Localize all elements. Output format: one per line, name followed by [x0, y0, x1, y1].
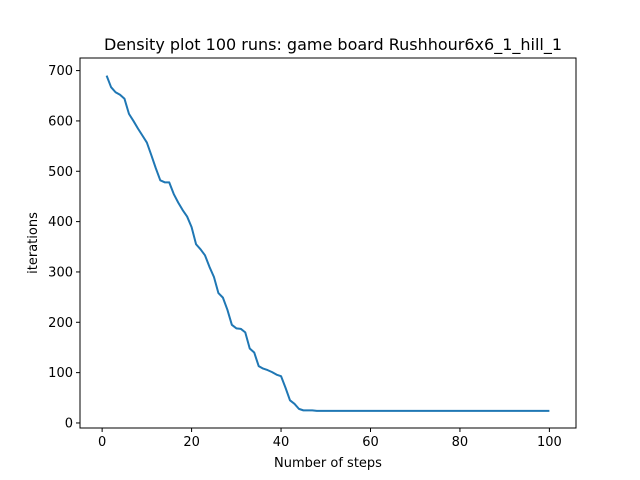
x-tick-label: 40 [273, 435, 290, 450]
y-tick-label: 200 [48, 316, 73, 331]
x-axis-label: Number of steps [274, 456, 382, 471]
y-tick-label: 700 [48, 64, 73, 79]
y-tick-label: 600 [48, 114, 73, 129]
x-tick-label: 0 [98, 435, 106, 450]
chart-title: Density plot 100 runs: game board Rushho… [104, 35, 562, 55]
x-axis: 0 20 40 60 80 100 [98, 428, 562, 450]
y-tick-label: 300 [48, 265, 73, 280]
plot-area [105, 75, 550, 412]
x-tick-label: 20 [183, 435, 200, 450]
y-tick-label: 400 [48, 215, 73, 230]
plot-frame [79, 57, 577, 429]
y-axis: 0 100 200 300 400 500 600 700 [48, 64, 80, 431]
x-tick-label: 60 [362, 435, 379, 450]
x-tick-label: 80 [452, 435, 469, 450]
y-tick-label: 0 [65, 416, 73, 431]
x-tick-label: 100 [537, 435, 562, 450]
y-tick-label: 100 [48, 366, 73, 381]
y-tick-label: 500 [48, 165, 73, 180]
series-line-0 [105, 75, 550, 412]
y-axis-label: iterations [26, 212, 41, 274]
